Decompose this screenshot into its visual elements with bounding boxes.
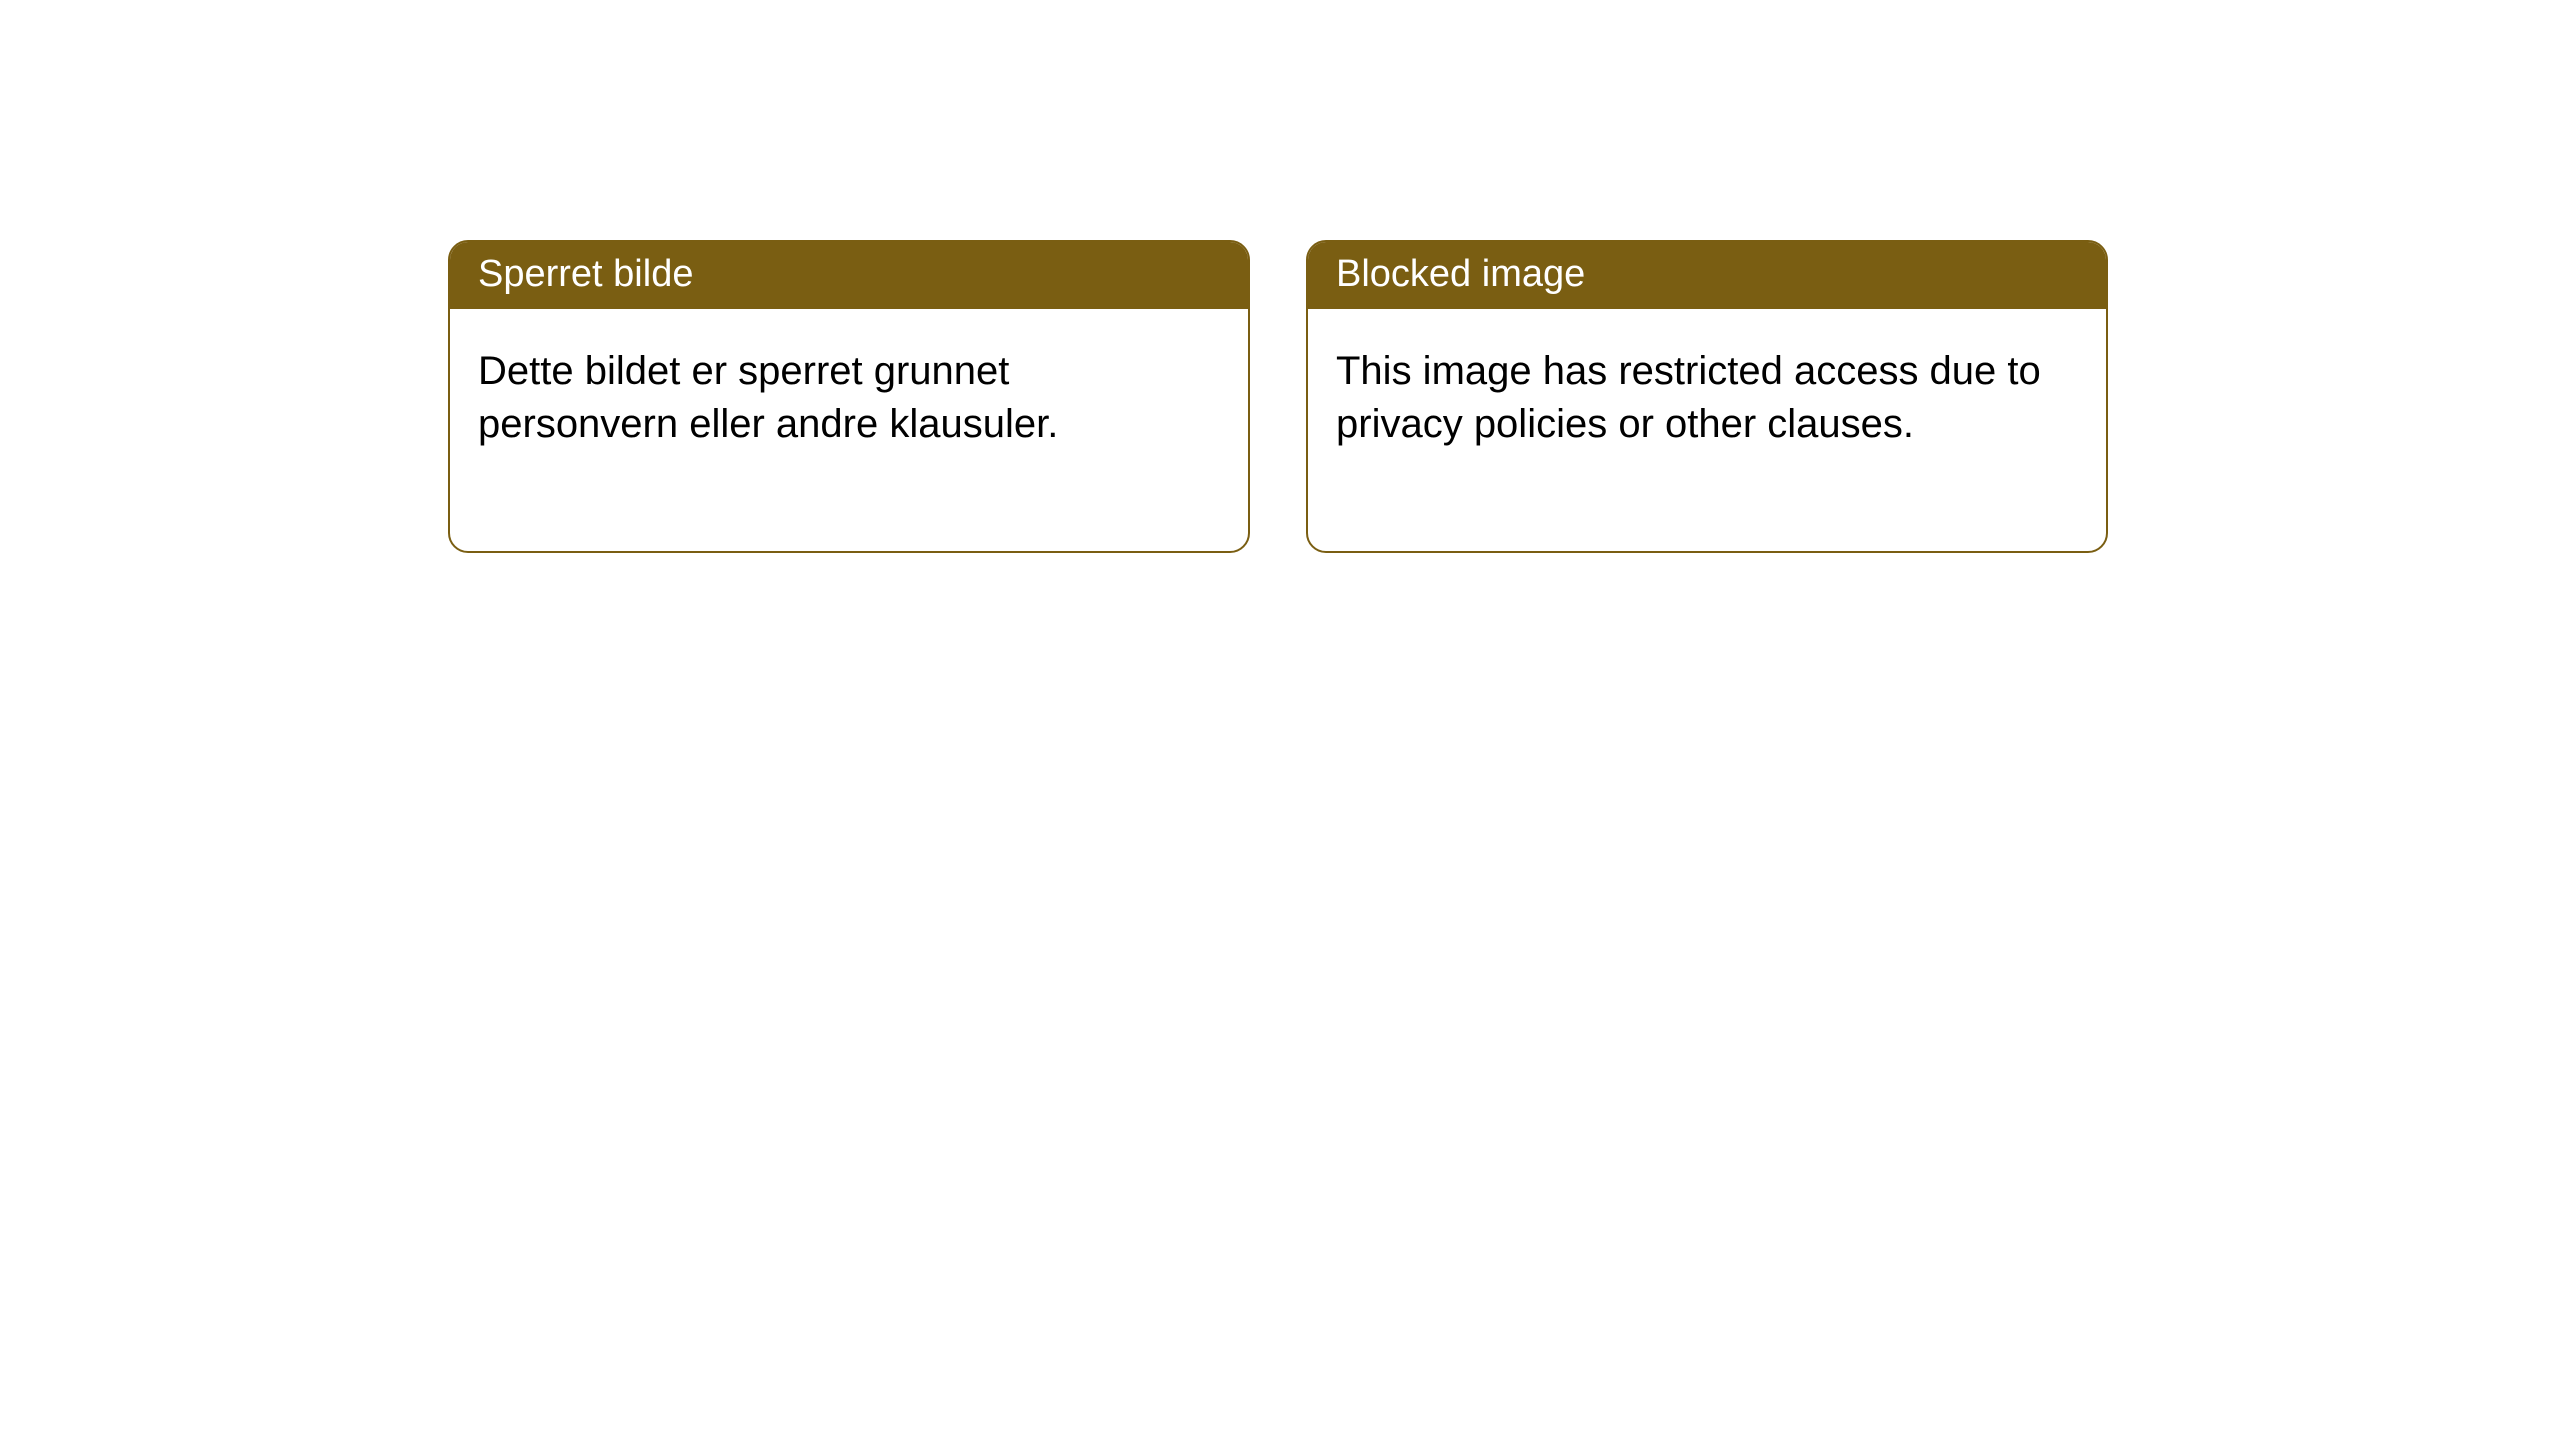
notice-card-body: This image has restricted access due to … [1308, 309, 2106, 551]
notice-card-norwegian: Sperret bilde Dette bildet er sperret gr… [448, 240, 1250, 553]
notice-card-title: Sperret bilde [450, 242, 1248, 309]
notice-card-body: Dette bildet er sperret grunnet personve… [450, 309, 1248, 551]
notice-card-title: Blocked image [1308, 242, 2106, 309]
notice-card-english: Blocked image This image has restricted … [1306, 240, 2108, 553]
notice-container: Sperret bilde Dette bildet er sperret gr… [0, 0, 2560, 553]
